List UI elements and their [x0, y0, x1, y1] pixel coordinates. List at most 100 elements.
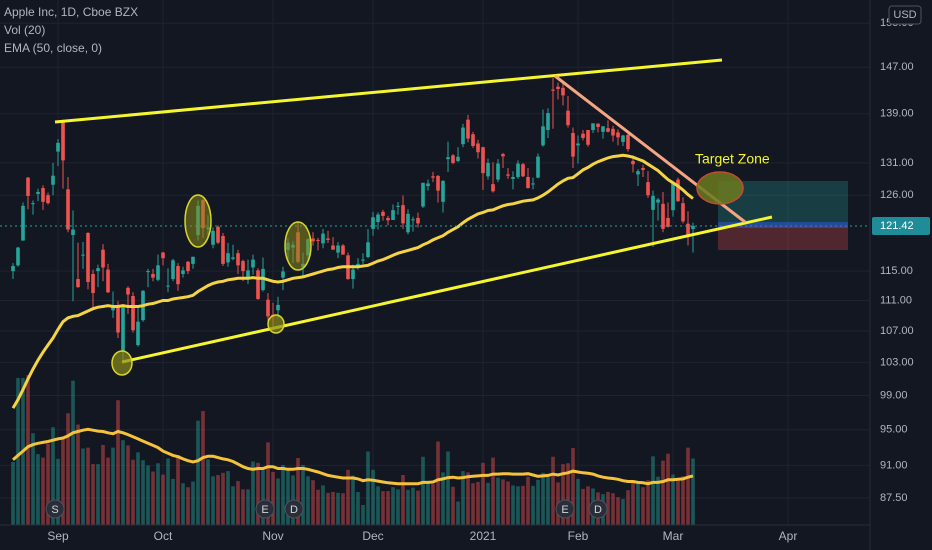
- highlight-ellipse: [184, 194, 212, 248]
- candle-body: [396, 205, 400, 207]
- volume-bar: [286, 470, 290, 525]
- volume-bar: [606, 491, 610, 525]
- highlight-ellipse: [111, 350, 133, 376]
- volume-bar: [421, 456, 425, 525]
- candle-body: [521, 164, 525, 177]
- candle-body: [211, 230, 215, 245]
- volume-bar: [56, 458, 60, 525]
- candle-body: [536, 156, 540, 178]
- volume-bar: [366, 451, 370, 525]
- volume-bar: [96, 464, 100, 525]
- candle-body: [71, 229, 75, 236]
- volume-bar: [621, 498, 625, 525]
- volume-bar: [681, 476, 685, 525]
- drawings: Target Zone: [54, 58, 848, 376]
- volume-bar: [441, 472, 445, 525]
- highlight-ellipse: [284, 221, 312, 271]
- x-tick-label: Nov: [262, 529, 283, 543]
- upper-trendline: [54, 58, 723, 124]
- volume-bar: [156, 463, 160, 525]
- candle-body: [691, 225, 695, 229]
- candle-body: [216, 226, 220, 243]
- volume-bar: [181, 483, 185, 525]
- candle-body: [511, 176, 515, 179]
- volume-bar: [106, 457, 110, 525]
- event-marker: [45, 499, 65, 519]
- volume-bar: [251, 461, 255, 525]
- loss-zone: [718, 226, 848, 250]
- indicator-label: EMA (50, close, 0): [4, 41, 102, 55]
- candle-body: [51, 175, 55, 185]
- candle-body: [36, 191, 40, 194]
- candle-body: [551, 89, 555, 91]
- volume-bar: [16, 378, 20, 525]
- candle-body: [651, 195, 655, 210]
- candle-body: [421, 182, 425, 207]
- candle-body: [181, 270, 185, 274]
- volume-bar: [686, 447, 690, 525]
- event-label: D: [594, 504, 602, 516]
- y-tick-label: 107.00: [880, 325, 914, 337]
- candle-body: [81, 254, 85, 256]
- candle-body: [591, 123, 595, 130]
- candle-body: [446, 157, 450, 160]
- candle-body: [326, 238, 330, 240]
- volume-bar: [546, 475, 550, 525]
- candle-body: [606, 128, 610, 132]
- volume-bar: [336, 492, 340, 525]
- volume-bar: [81, 448, 85, 525]
- candle-body: [316, 239, 320, 241]
- candle-body: [631, 161, 635, 165]
- volume-bar: [61, 438, 65, 525]
- volume-bar: [376, 486, 380, 525]
- event-marker: [284, 499, 304, 519]
- volume-bar: [151, 471, 155, 525]
- candle-body: [531, 183, 535, 185]
- volume-bar: [396, 489, 400, 525]
- volume-bar: [611, 493, 615, 525]
- candle-body: [26, 177, 30, 196]
- volume-bar: [531, 485, 535, 525]
- candle-body: [136, 321, 140, 346]
- volume-bar: [676, 480, 680, 525]
- event-marker: [555, 499, 575, 519]
- candle-body: [476, 143, 480, 153]
- candle-body: [391, 210, 395, 220]
- y-tick-label: 91.00: [880, 459, 908, 471]
- volume-bar: [11, 461, 15, 525]
- candle-body: [361, 259, 365, 261]
- event-label: E: [261, 504, 268, 516]
- volume-bar: [566, 463, 570, 525]
- volume-bar: [276, 478, 280, 525]
- volume-bar: [321, 485, 325, 525]
- volume-bar: [521, 485, 525, 525]
- y-tick-label: 95.00: [880, 424, 908, 436]
- volume-bar: [341, 493, 345, 525]
- volume-bar: [451, 486, 455, 525]
- candle-body: [451, 155, 455, 163]
- volume-bar: [196, 420, 200, 525]
- volume-bar: [66, 413, 70, 525]
- volume-bar: [356, 491, 360, 525]
- candle-body: [686, 223, 690, 236]
- volume-bar: [351, 475, 355, 525]
- volume-bar: [511, 485, 515, 525]
- y-tick-label: 126.00: [880, 189, 914, 201]
- volume-bar: [326, 492, 330, 525]
- volume-bar: [436, 441, 440, 525]
- volume-bar: [381, 491, 385, 525]
- volume-bar: [671, 474, 675, 525]
- candle-body: [241, 261, 245, 272]
- event-marker: [255, 499, 275, 519]
- volume-bar: [631, 482, 635, 525]
- event-label: E: [561, 504, 568, 516]
- volume-bar: [91, 464, 95, 525]
- candle-body: [626, 134, 630, 150]
- candle-body: [581, 133, 585, 138]
- candle-body: [436, 175, 440, 191]
- candle-body: [321, 233, 325, 244]
- candle-body: [461, 127, 465, 145]
- candle-body: [426, 183, 430, 187]
- candle-body: [381, 211, 385, 216]
- volume-bar: [461, 471, 465, 525]
